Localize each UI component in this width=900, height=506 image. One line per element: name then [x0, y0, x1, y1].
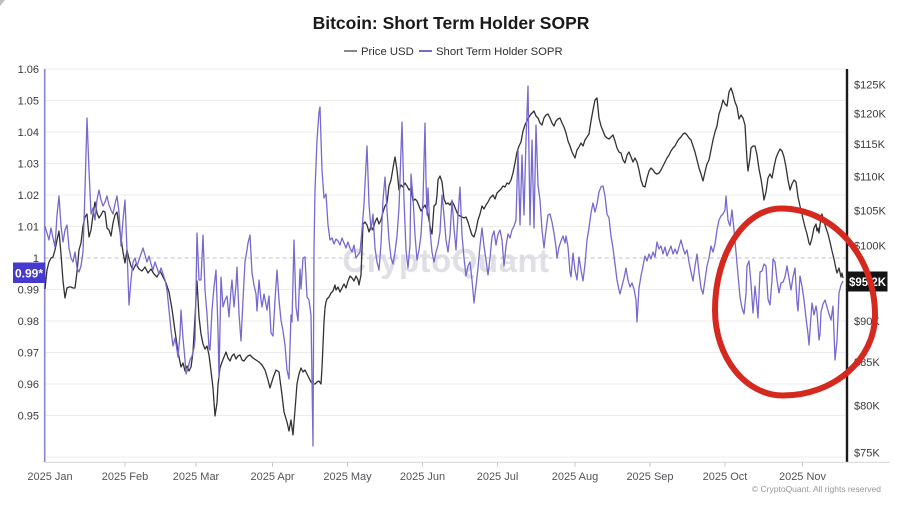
svg-text:0.96: 0.96	[18, 379, 39, 391]
svg-text:1.02: 1.02	[18, 190, 39, 202]
svg-text:$110K: $110K	[854, 171, 886, 183]
svg-text:0.98: 0.98	[18, 316, 39, 328]
svg-text:2025 Oct: 2025 Oct	[703, 471, 748, 483]
svg-text:1.03: 1.03	[18, 159, 39, 171]
svg-text:$100K: $100K	[854, 240, 886, 252]
svg-text:2025 Nov: 2025 Nov	[779, 471, 827, 483]
svg-text:2025 May: 2025 May	[323, 471, 372, 483]
svg-text:0.99: 0.99	[18, 285, 39, 297]
svg-text:$120K: $120K	[854, 109, 886, 121]
svg-text:© CryptoQuant. All rights rese: © CryptoQuant. All rights reserved	[752, 484, 881, 494]
svg-text:$80K: $80K	[854, 401, 880, 413]
svg-text:0.97: 0.97	[18, 348, 39, 360]
svg-text:2025 Jan: 2025 Jan	[27, 471, 72, 483]
svg-text:2025 Aug: 2025 Aug	[552, 471, 599, 483]
svg-text:$115K: $115K	[854, 139, 886, 151]
svg-text:CryptoQuant: CryptoQuant	[342, 242, 549, 279]
svg-text:$125K: $125K	[854, 79, 886, 91]
svg-text:2025 Jun: 2025 Jun	[400, 471, 445, 483]
svg-text:2025 Sep: 2025 Sep	[626, 471, 673, 483]
svg-text:1.01: 1.01	[18, 222, 39, 234]
svg-text:0.99*: 0.99*	[15, 267, 43, 281]
svg-text:2025 Jul: 2025 Jul	[477, 471, 519, 483]
svg-text:Price USD: Price USD	[361, 46, 414, 58]
svg-text:1.05: 1.05	[18, 96, 39, 108]
svg-text:1.06: 1.06	[18, 64, 39, 76]
svg-text:2025 Feb: 2025 Feb	[102, 471, 148, 483]
svg-text:2025 Mar: 2025 Mar	[173, 471, 220, 483]
svg-text:1: 1	[33, 253, 39, 265]
svg-text:$105K: $105K	[854, 206, 886, 218]
svg-text:1.04: 1.04	[18, 127, 39, 139]
svg-text:2025 Apr: 2025 Apr	[250, 471, 294, 483]
svg-text:Bitcoin: Short Term Holder SOP: Bitcoin: Short Term Holder SOPR	[313, 13, 590, 33]
svg-text:Short Term Holder SOPR: Short Term Holder SOPR	[436, 46, 563, 58]
svg-text:0.95: 0.95	[18, 411, 39, 423]
svg-text:$75K: $75K	[854, 448, 880, 460]
